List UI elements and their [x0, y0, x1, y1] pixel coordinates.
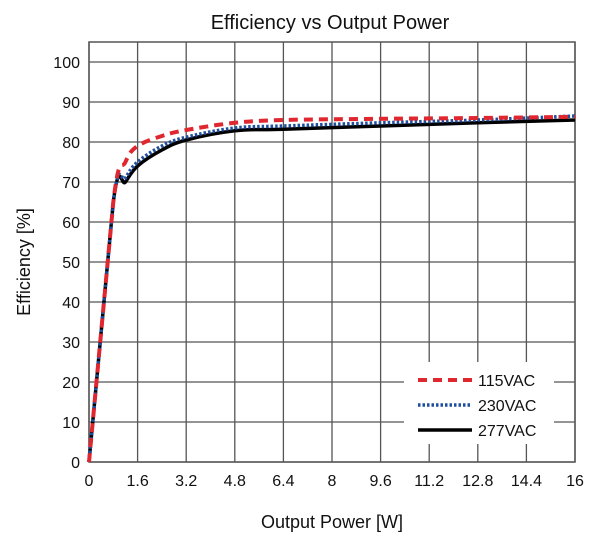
x-tick-label: 0 — [85, 473, 94, 490]
x-tick-label: 12.8 — [462, 473, 493, 490]
y-tick-label: 40 — [62, 295, 80, 312]
x-tick-label: 4.8 — [224, 473, 246, 490]
x-tick-label: 1.6 — [126, 473, 148, 490]
legend-label: 115VAC — [478, 373, 535, 390]
tick-labels: 0 1.6 3.2 4.8 6.4 8 9.6 11.2 12.8 14.4 16 0 10 20 30 40… — [53, 55, 584, 490]
x-axis-label: Output Power [W] — [261, 512, 403, 532]
x-tick-label: 11.2 — [414, 473, 444, 490]
x-tick-label: 3.2 — [175, 473, 197, 490]
x-tick-label: 14.4 — [511, 473, 542, 490]
x-tick-label: 6.4 — [272, 473, 294, 490]
series-lines — [87, 114, 576, 463]
y-tick-label: 50 — [62, 255, 80, 272]
y-tick-label: 60 — [62, 215, 80, 232]
y-tick-label: 70 — [62, 175, 80, 192]
y-tick-label: 80 — [62, 135, 80, 152]
x-tick-label: 8 — [328, 473, 337, 490]
legend-label: 277VAC — [478, 423, 536, 440]
series-line-115vac — [87, 114, 576, 463]
y-tick-label: 10 — [62, 415, 80, 432]
x-tick-label: 16 — [566, 473, 584, 490]
legend-label: 230VAC — [478, 398, 536, 415]
y-axis-label: Efficiency [%] — [14, 208, 34, 316]
y-tick-label: 30 — [62, 335, 80, 352]
chart-title: Efficiency vs Output Power — [211, 12, 450, 34]
y-tick-label: 20 — [62, 375, 80, 392]
legend: 115VAC 230VAC 277VAC — [404, 362, 554, 444]
y-tick-label: 0 — [71, 455, 80, 472]
y-tick-label: 90 — [62, 95, 80, 112]
y-tick-label: 100 — [53, 55, 80, 72]
x-tick-label: 9.6 — [369, 473, 391, 490]
